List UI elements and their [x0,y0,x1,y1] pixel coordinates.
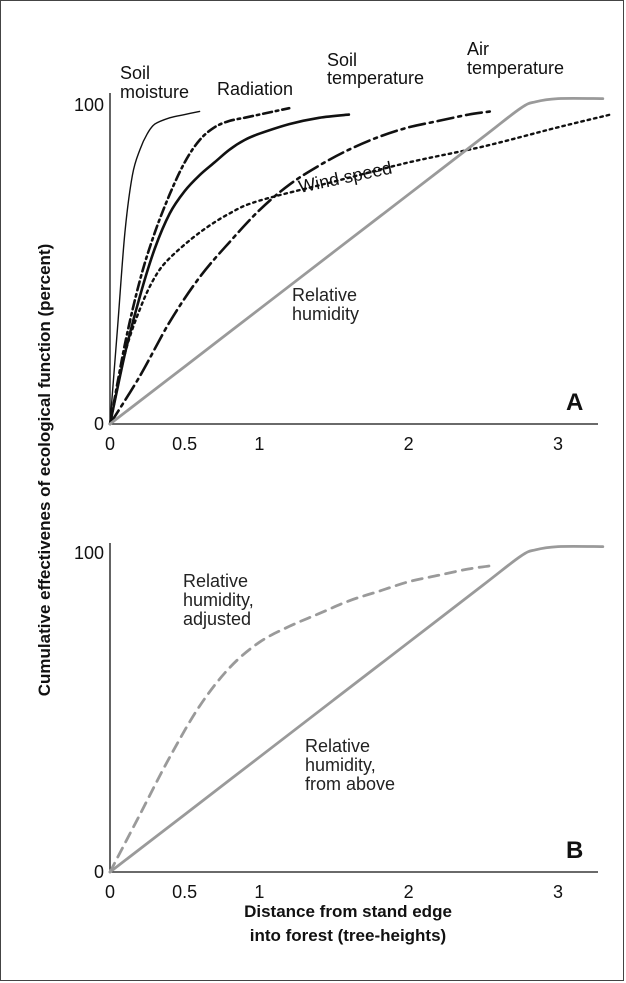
x-tick-label: 0 [105,434,115,454]
x-axis-title-line1: Distance from stand edge [244,902,452,921]
x-axis-title-line2: into forest (tree-heights) [250,926,446,945]
series-line-air-temperature [108,110,493,426]
series-line-soil-temperature [108,113,351,426]
x-tick-label: 0.5 [172,434,197,454]
series-label-wind-speed: Wind speed [297,158,394,197]
series-label-relative-humidity-from-above: Relative humidity, from above [305,736,395,794]
y-tick-label: 0 [94,862,104,882]
panel-b: B 0 0.5 1 2 3 0 100 Relative humidity, adjusted R… [74,543,605,902]
series-line-relative-humidity-adjusted [108,564,493,874]
series-label-air-temperature: Air temperature [467,39,564,78]
y-tick-label: 0 [94,414,104,434]
series-label-radiation: Radiation [217,79,293,99]
x-tick-label: 1 [254,434,264,454]
series-line-relative-humidity [108,96,605,426]
x-tick-label: 2 [404,882,414,902]
series-line-relative-humidity-from-above [108,544,605,874]
series-line-soil-moisture [109,110,201,425]
x-tick-label: 0.5 [172,882,197,902]
series-label-soil-temperature: Soil temperature [327,50,424,88]
x-tick-label: 0 [105,882,115,902]
y-tick-label: 100 [74,95,104,115]
series-line-wind-speed [108,113,612,426]
series-label-relative-humidity: Relative humidity [292,285,359,324]
x-tick-label: 3 [553,434,563,454]
y-tick-label: 100 [74,543,104,563]
x-tick-label: 1 [254,882,264,902]
series-label-soil-moisture: Soil moisture [120,63,189,102]
x-tick-label: 2 [404,434,414,454]
series-line-radiation [108,106,291,426]
panel-a-label: A [566,389,583,416]
panel-b-label: B [566,837,583,864]
y-axis-title: Cumulative effectivenes of ecological fu… [35,244,54,696]
x-tick-label: 3 [553,882,563,902]
panel-a: A 0 0.5 1 2 3 0 100 Soil moisture Radiation Soil t… [74,39,612,454]
series-label-relative-humidity-adjusted: Relative humidity, adjusted [183,571,254,629]
